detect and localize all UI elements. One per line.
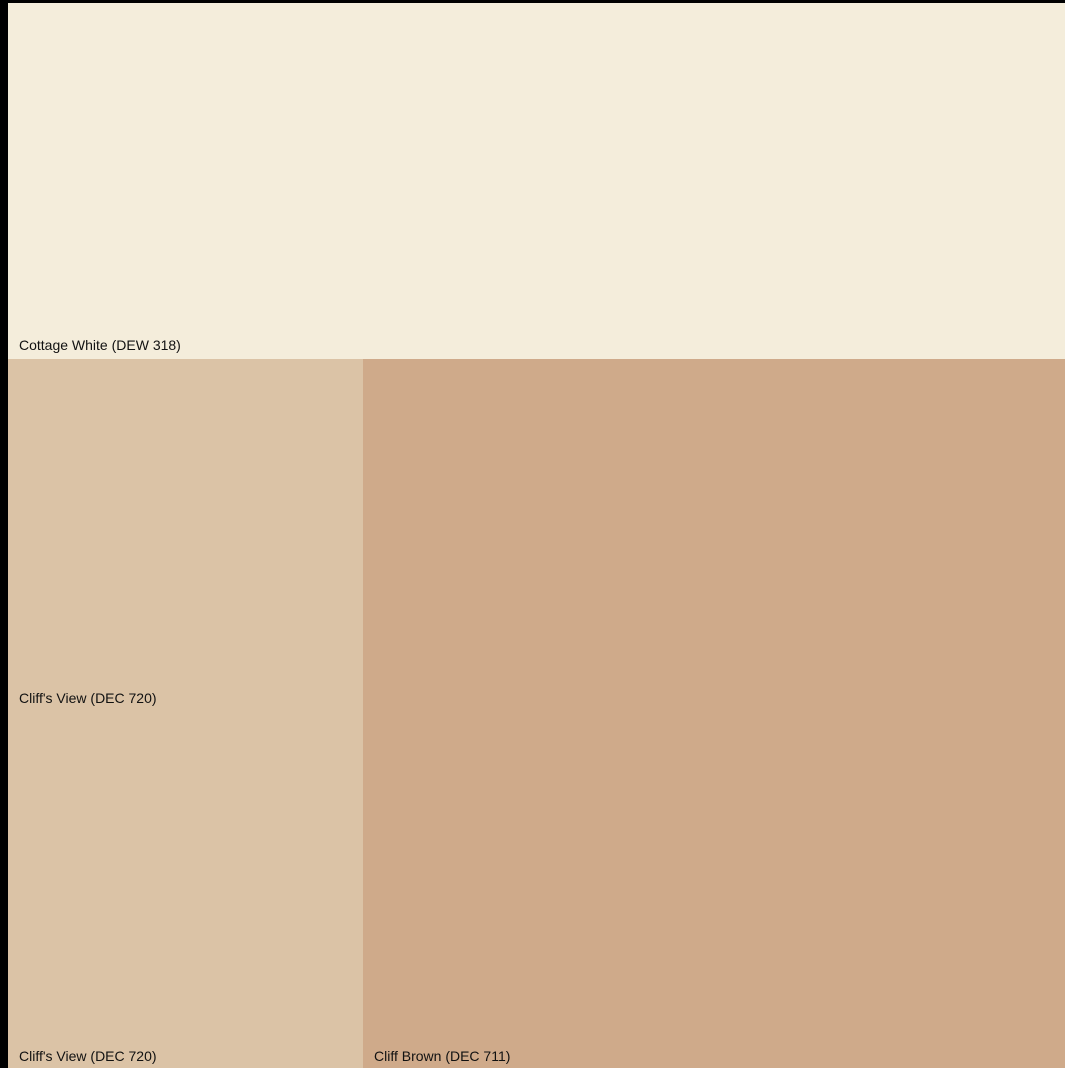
swatch-label-cliffs-view-bottom: Cliff's View (DEC 720) <box>19 1048 157 1064</box>
swatch-cliffs-view: Cliff's View (DEC 720) Cliff's View (DEC… <box>8 359 363 1068</box>
swatch-label-cottage-white: Cottage White (DEW 318) <box>19 337 181 353</box>
swatch-cottage-white: Cottage White (DEW 318) <box>8 3 1065 359</box>
swatch-cliff-brown: Cliff Brown (DEC 711) <box>363 359 1065 1068</box>
swatch-label-cliff-brown: Cliff Brown (DEC 711) <box>374 1048 511 1064</box>
swatch-label-cliffs-view-mid: Cliff's View (DEC 720) <box>19 690 157 706</box>
